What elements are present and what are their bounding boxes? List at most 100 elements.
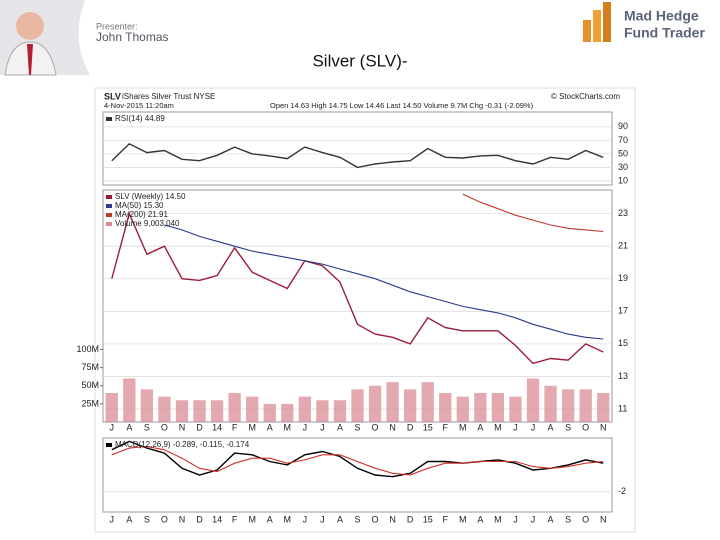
y-tick-label: 15 <box>618 338 628 348</box>
legend-entry: RSI(14) 44.89 <box>115 114 165 123</box>
presenter-name: John Thomas <box>96 30 169 44</box>
x-tick-label: J <box>320 514 325 524</box>
volume-bar <box>210 400 224 422</box>
legend-entry: Volume 9,003,040 <box>115 219 180 228</box>
x-tick-label: N <box>600 422 607 432</box>
y2-tick-label: 100M <box>76 344 99 354</box>
volume-bar <box>140 389 154 422</box>
y-tick-label: 23 <box>618 208 628 218</box>
x-tick-label: F <box>443 422 449 432</box>
x-tick-label: 15 <box>423 422 433 432</box>
volume-bar <box>386 382 399 422</box>
logo-bar <box>603 2 611 42</box>
brand-line: Fund Trader <box>624 25 705 41</box>
x-tick-label: A <box>267 422 273 432</box>
y-tick-label: 30 <box>618 162 628 172</box>
x-tick-label: J <box>303 514 308 524</box>
y-tick-label: 70 <box>618 135 628 145</box>
x-tick-label: M <box>284 422 292 432</box>
x-tick-label: S <box>565 514 571 524</box>
volume-bar <box>105 393 118 422</box>
legend-swatch <box>106 443 112 447</box>
series-line <box>462 193 604 233</box>
legend-entry: MA(200) 21.91 <box>115 210 168 219</box>
photo-tie <box>27 44 33 75</box>
x-tick-label: O <box>161 422 168 432</box>
volume-bar <box>333 400 347 422</box>
panel-frame <box>102 111 613 186</box>
x-tick-label: A <box>477 514 483 524</box>
x-tick-label: N <box>600 514 607 524</box>
legend-swatch <box>106 204 112 208</box>
x-tick-label: J <box>110 422 115 432</box>
legend-entry: MA(50) 15.30 <box>115 201 164 210</box>
volume-bar <box>281 403 294 422</box>
volume-bar <box>474 393 487 422</box>
x-tick-label: J <box>110 514 115 524</box>
legend-entry: SLV (Weekly) 14.50 <box>115 192 186 201</box>
legend-swatch <box>106 213 112 217</box>
volume-bar <box>579 389 592 422</box>
volume-bar <box>246 396 259 422</box>
x-tick-label: O <box>582 514 589 524</box>
volume-bar <box>439 393 452 422</box>
x-tick-label: O <box>161 514 168 524</box>
x-tick-label: A <box>477 422 483 432</box>
volume-bar <box>368 385 382 422</box>
volume-bar <box>298 396 311 422</box>
volume-bar <box>404 389 417 422</box>
panel-frame <box>102 437 613 513</box>
x-tick-label: S <box>144 514 150 524</box>
slide-title: Silver (SLV)- <box>312 51 407 70</box>
volume-bar <box>228 393 241 422</box>
chart-image <box>94 87 636 533</box>
y-tick-label: 10 <box>618 175 628 185</box>
y-tick-label: 11 <box>618 403 627 413</box>
x-tick-label: F <box>232 422 238 432</box>
x-tick-label: M <box>494 514 502 524</box>
quote: Open 14.63 High 14.75 Low 14.46 Last 14.… <box>270 101 534 110</box>
y-tick-label: 19 <box>618 273 628 283</box>
x-tick-label: D <box>407 422 414 432</box>
series-line <box>164 224 604 340</box>
x-tick-label: D <box>196 514 203 524</box>
legend-swatch <box>106 195 112 199</box>
y-tick-label: 50 <box>618 148 628 158</box>
volume-bar <box>158 396 171 422</box>
presenter-label: Presenter: <box>96 21 138 31</box>
series-line <box>111 142 604 169</box>
volume-bar <box>597 393 610 422</box>
x-tick-label: 14 <box>212 514 222 524</box>
x-tick-label: 15 <box>423 514 433 524</box>
x-tick-label: D <box>196 422 203 432</box>
logo-bar <box>583 20 591 42</box>
quote-date: 4-Nov-2015 11:20am <box>104 101 174 110</box>
legend-swatch <box>106 117 112 121</box>
x-tick-label: O <box>372 514 379 524</box>
credit: © StockCharts.com <box>551 92 620 101</box>
y-tick-label: 17 <box>618 306 628 316</box>
x-tick-label: O <box>372 422 379 432</box>
volume-bar <box>509 396 522 422</box>
x-tick-label: J <box>513 514 518 524</box>
x-tick-label: 14 <box>212 422 222 432</box>
y-tick-label: 90 <box>618 121 628 131</box>
x-tick-label: A <box>126 422 132 432</box>
y-tick-label: 13 <box>618 371 628 381</box>
x-tick-label: F <box>232 514 238 524</box>
x-tick-label: A <box>337 422 343 432</box>
symbol: SLV <box>104 91 121 101</box>
logo-bar <box>593 10 601 42</box>
x-tick-label: M <box>284 514 292 524</box>
x-tick-label: A <box>548 514 554 524</box>
x-tick-label: D <box>407 514 414 524</box>
x-tick-label: S <box>565 422 571 432</box>
x-tick-label: J <box>531 514 536 524</box>
x-tick-label: M <box>248 422 256 432</box>
legend-swatch <box>106 222 112 226</box>
x-tick-label: J <box>513 422 518 432</box>
y2-tick-label: 75M <box>81 362 99 372</box>
x-tick-label: O <box>582 422 589 432</box>
x-tick-label: A <box>548 422 554 432</box>
photo-face <box>16 12 44 40</box>
